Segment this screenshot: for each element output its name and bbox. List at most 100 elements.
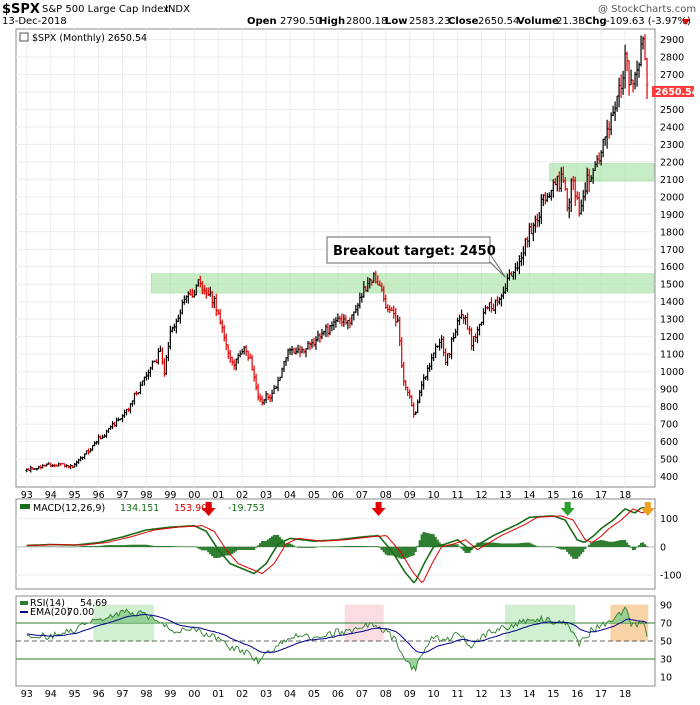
price-tick-label: 2900 — [660, 35, 684, 46]
ema-label: EMA(20) — [30, 607, 70, 618]
macd-panel — [16, 499, 655, 589]
macd-hist-bar — [203, 547, 205, 551]
bottom-x-tick-label: 17 — [595, 689, 607, 700]
macd-hist-bar — [365, 546, 367, 547]
macd-hist-bar — [255, 547, 257, 548]
macd-hist-bar — [640, 543, 642, 547]
macd-hist-bar — [301, 547, 303, 548]
price-legend: $SPX (Monthly) 2650.54 — [20, 33, 147, 44]
exchange-label: INDX — [165, 4, 190, 15]
histogram-value: -19.753 — [228, 503, 265, 514]
price-tick-label: 800 — [660, 402, 678, 413]
bottom-x-tick-label: 15 — [547, 689, 559, 700]
macd-hist-bar — [333, 546, 335, 547]
macd-hist-bar — [117, 545, 119, 547]
macd-hist-bar — [167, 546, 169, 547]
macd-hist-bar — [644, 544, 646, 547]
macd-hist-bar — [492, 543, 494, 547]
price-tick-label: 2700 — [660, 70, 684, 81]
rsi-legend: RSI(14) 54.69 EMA(20) 70.00 — [20, 598, 107, 618]
macd-hist-bar — [245, 547, 247, 550]
macd-tick-label: 100 — [660, 514, 678, 525]
macd-hist-bar — [347, 546, 349, 547]
macd-hist-bar — [323, 546, 325, 547]
macd-hist-bar — [191, 546, 193, 547]
macd-hist-bar — [550, 546, 552, 547]
macd-hist-bar — [431, 534, 433, 547]
macd-hist-bar — [564, 547, 566, 550]
macd-hist-bar — [528, 543, 530, 547]
macd-hist-bar — [462, 547, 464, 551]
price-tick-label: 2800 — [660, 52, 684, 63]
macd-hist-bar — [123, 545, 125, 547]
macd-hist-bar — [243, 547, 245, 550]
macd-hist-bar — [169, 546, 171, 547]
macd-hist-bar — [419, 540, 421, 547]
macd-hist-bar — [415, 547, 417, 552]
macd-hist-bar — [556, 547, 558, 548]
price-tick-label: 600 — [660, 437, 678, 448]
macd-hist-bar — [161, 546, 163, 547]
macd-hist-bar — [367, 546, 369, 547]
macd-hist-bar — [211, 547, 213, 556]
macd-hist-bar — [361, 546, 363, 547]
macd-hist-bar — [149, 545, 151, 547]
price-tick-label: 1400 — [660, 297, 684, 308]
macd-hist-bar — [606, 541, 608, 547]
macd-hist-bar — [636, 547, 638, 548]
close-label: Close — [448, 16, 479, 27]
macd-hist-bar — [377, 546, 379, 547]
macd-hist-bar — [155, 546, 157, 547]
macd-hist-bar — [201, 547, 203, 551]
macd-hist-bar — [578, 547, 580, 557]
macd-hist-bar — [289, 543, 291, 547]
macd-hist-bar — [133, 545, 135, 547]
macd-hist-bar — [107, 545, 109, 547]
macd-hist-bar — [638, 545, 640, 547]
macd-hist-bar — [189, 546, 191, 547]
macd-hist-bar — [137, 545, 139, 547]
price-tick-label: 2200 — [660, 157, 684, 168]
price-tick-label: 1700 — [660, 245, 684, 256]
low-value: 2583.23 — [409, 16, 450, 27]
macd-hist-bar — [135, 545, 137, 547]
macd-hist-bar — [548, 546, 550, 547]
macd-hist-bar — [560, 547, 562, 550]
chg-value: -109.63 (-3.97%) — [606, 16, 691, 27]
macd-hist-bar — [153, 546, 155, 547]
macd-hist-bar — [213, 547, 215, 558]
macd-hist-bar — [297, 547, 299, 548]
macd-hist-bar — [233, 547, 235, 553]
bottom-x-tick-label: 05 — [308, 689, 320, 700]
macd-hist-bar — [417, 546, 419, 547]
macd-hist-bar — [494, 543, 496, 547]
bottom-x-tick-label: 04 — [284, 689, 296, 700]
macd-hist-bar — [568, 547, 570, 554]
price-tick-label: 1300 — [660, 315, 684, 326]
bottom-x-tick-label: 94 — [45, 689, 57, 700]
bottom-x-tick-label: 14 — [523, 689, 535, 700]
price-tick-label: 1800 — [660, 227, 684, 238]
macd-hist-bar — [131, 545, 133, 547]
macd-hist-bar — [600, 540, 602, 547]
macd-hist-bar — [311, 547, 313, 548]
macd-hist-bar — [516, 543, 518, 547]
rsi-tick-label: 70 — [660, 619, 672, 630]
macd-hist-bar — [331, 546, 333, 547]
macd-hist-bar — [257, 545, 259, 547]
macd-hist-bar — [570, 547, 572, 557]
macd-hist-bar — [339, 546, 341, 547]
macd-hist-bar — [273, 535, 275, 547]
macd-hist-bar — [546, 546, 548, 547]
macd-hist-bar — [91, 546, 93, 547]
macd-hist-bar — [458, 546, 460, 547]
macd-hist-bar — [329, 546, 331, 547]
macd-hist-bar — [143, 545, 145, 547]
macd-hist-bar — [540, 546, 542, 547]
macd-hist-bar — [93, 546, 95, 547]
macd-hist-bar — [632, 547, 634, 550]
macd-hist-bar — [335, 546, 337, 547]
rsi-tick-label: 10 — [660, 673, 672, 684]
macd-hist-bar — [145, 545, 147, 547]
